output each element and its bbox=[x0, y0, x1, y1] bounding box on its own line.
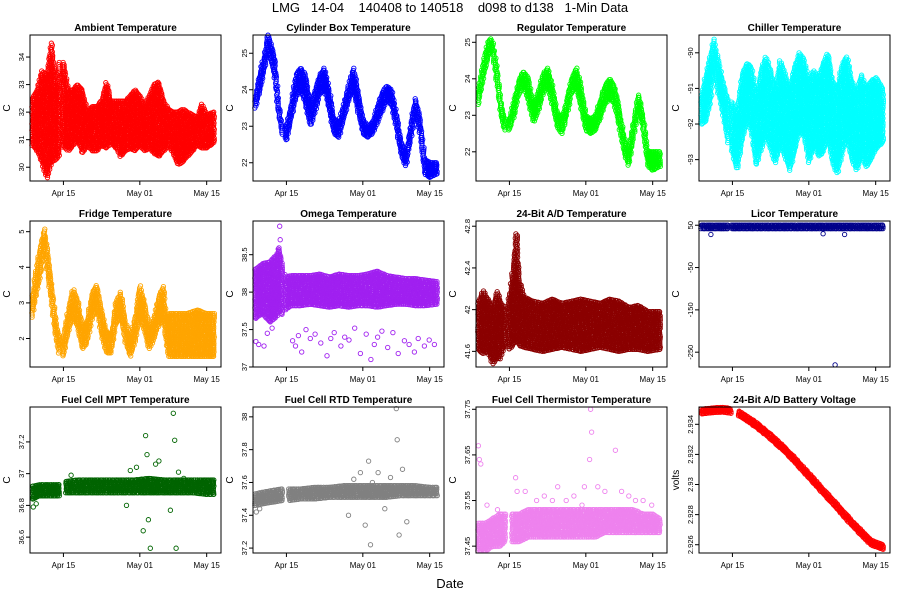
panel-title: Cylinder Box Temperature bbox=[286, 23, 411, 34]
x-tick-label: May 15 bbox=[194, 189, 221, 198]
y-tick-label: 33 bbox=[17, 80, 26, 88]
data-points bbox=[252, 32, 440, 180]
y-tick-label: 30 bbox=[17, 163, 26, 171]
x-tick-label: Apr 15 bbox=[52, 189, 76, 198]
y-axis-label: C bbox=[225, 104, 236, 111]
data-points bbox=[29, 40, 217, 181]
x-tick-label: May 01 bbox=[127, 189, 154, 198]
panel-1: Ambient Temperature C Apr 15 May 01 May 15 30… bbox=[2, 23, 222, 198]
data-point bbox=[48, 162, 54, 168]
panel-title: Ambient Temperature bbox=[74, 23, 177, 34]
y-tick-label: 34 bbox=[17, 53, 26, 61]
y-tick-label: 32 bbox=[17, 108, 26, 116]
figure-title: LMG 14-04 140408 to 140518 d098 to d138 … bbox=[0, 0, 900, 16]
y-tick-label: 31 bbox=[17, 136, 26, 144]
y-axis-label: C bbox=[2, 104, 13, 111]
